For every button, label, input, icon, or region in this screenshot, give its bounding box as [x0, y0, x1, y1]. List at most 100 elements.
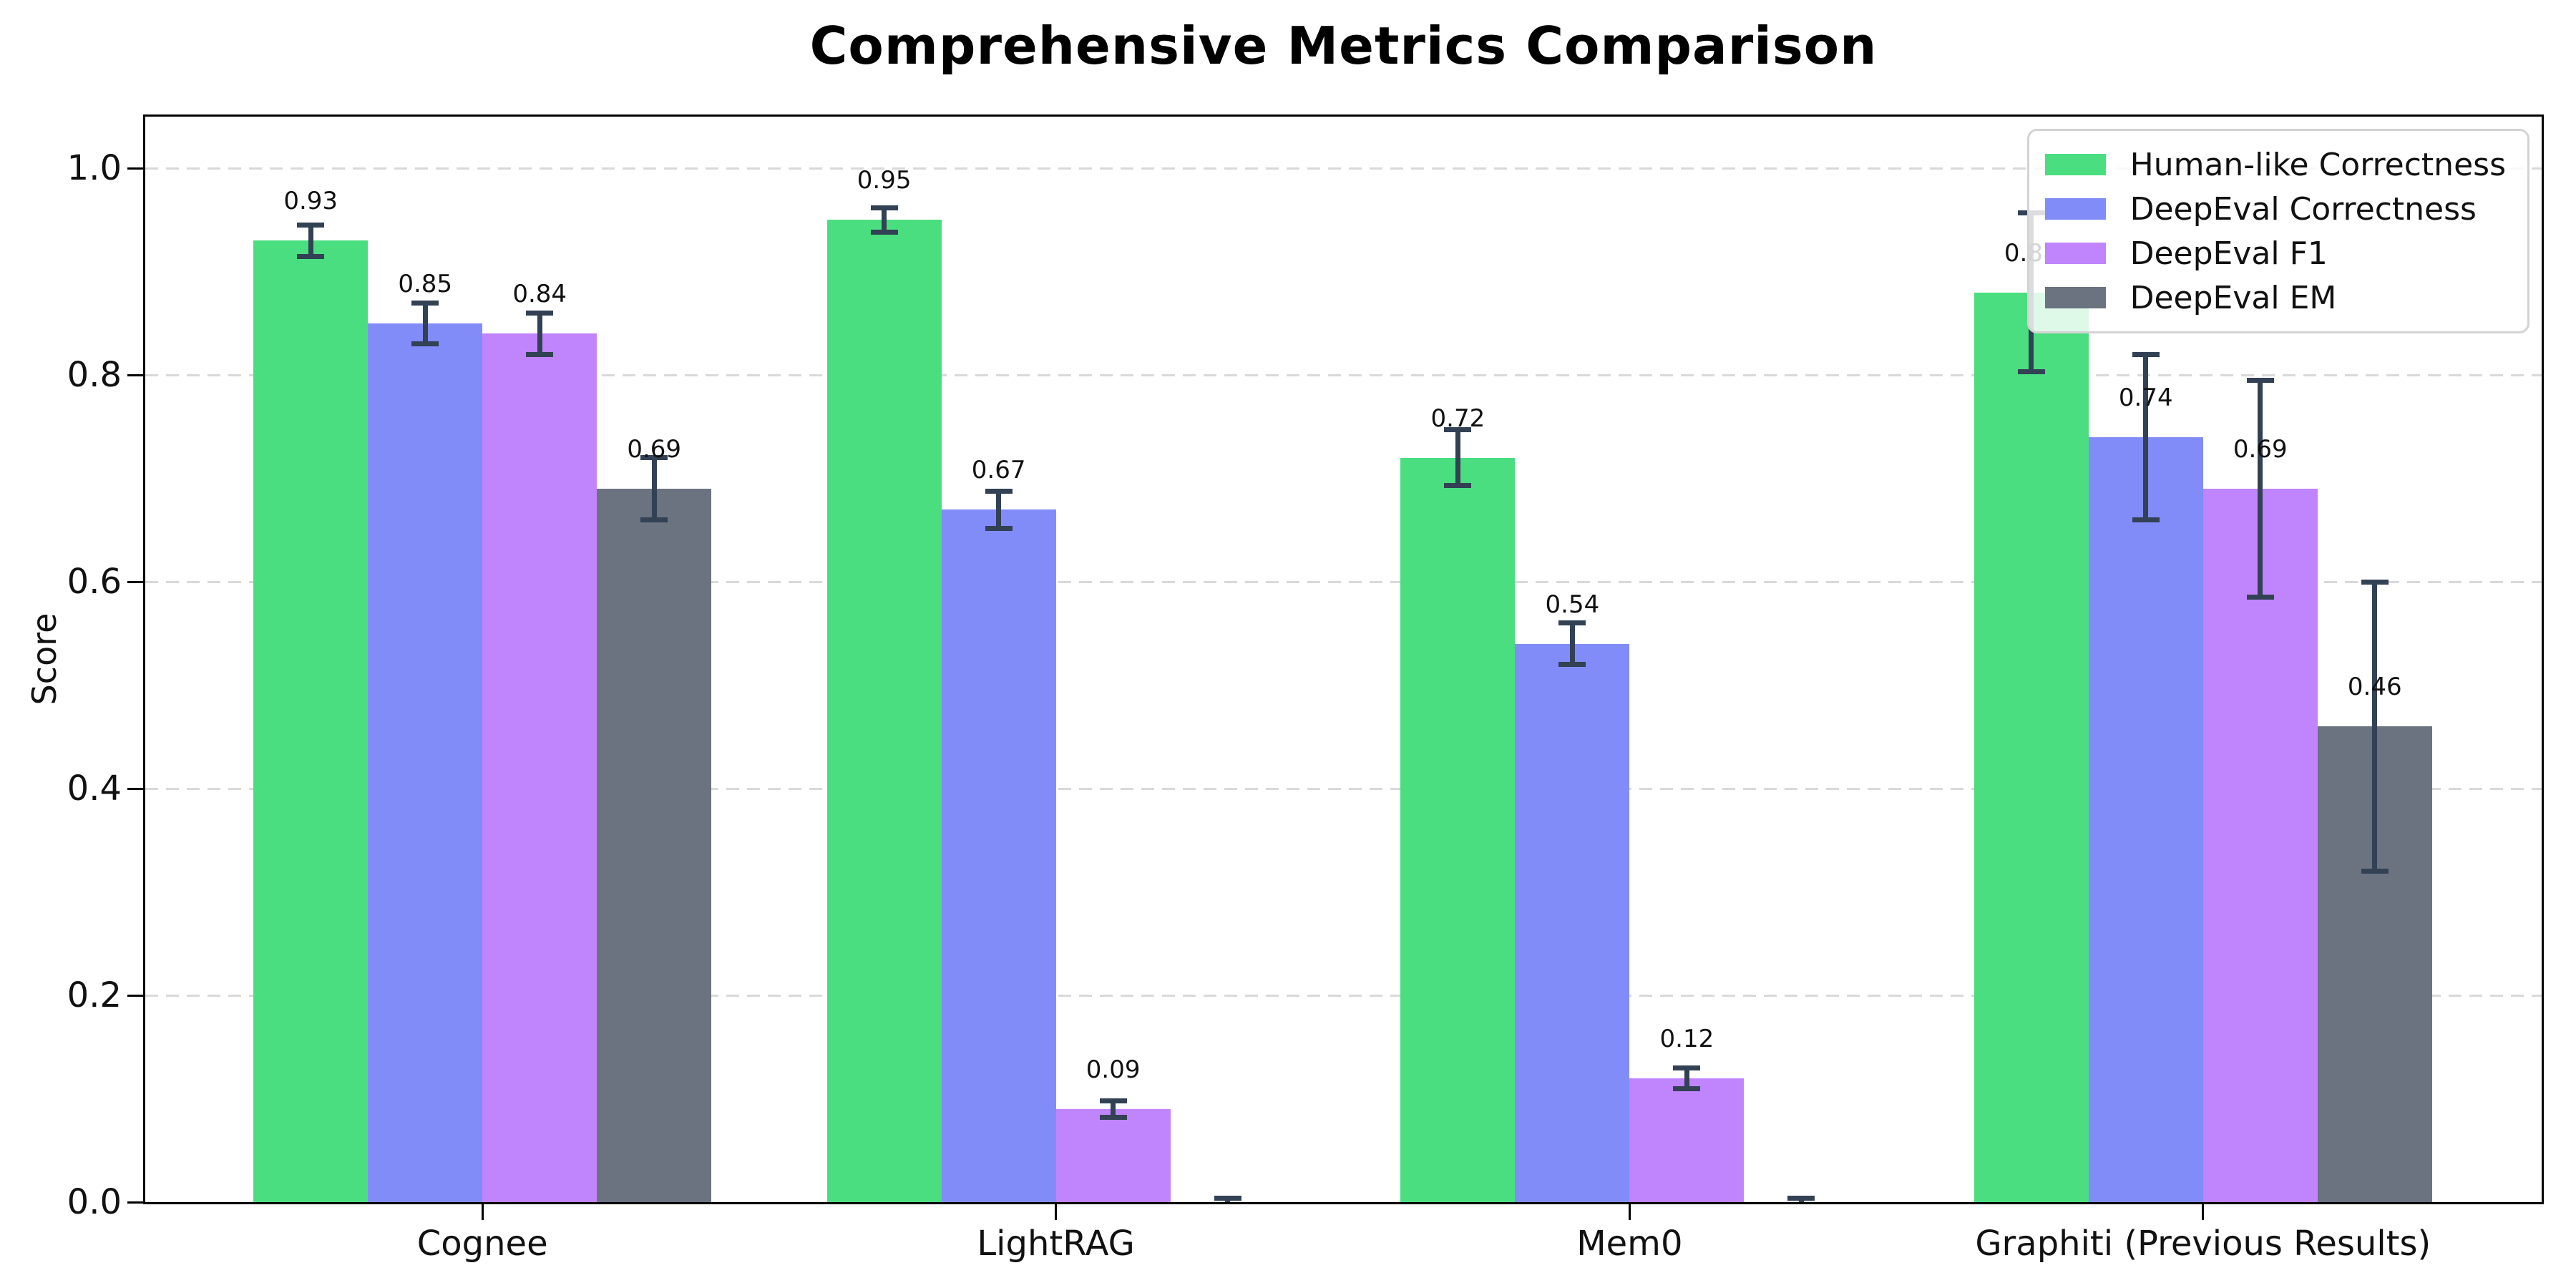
- legend-swatch-icon: [2044, 198, 2106, 220]
- bar: [826, 220, 942, 1202]
- error-bar-cap-bottom: [2361, 869, 2389, 874]
- bar-value-label: 0.09: [1085, 1055, 1141, 1084]
- bar-value-label: 0.72: [1430, 404, 1485, 433]
- x-tick-mark: [2202, 1204, 2205, 1220]
- x-tick-label: Graphiti (Previous Results): [1975, 1224, 2431, 1264]
- x-tick-mark: [1628, 1204, 1631, 1220]
- legend-item: DeepEval Correctness: [2044, 187, 2506, 231]
- x-tick-mark: [1055, 1204, 1058, 1220]
- bar: [1629, 1078, 1745, 1202]
- bar: [1055, 1108, 1171, 1202]
- error-bar-line: [1111, 1101, 1116, 1118]
- error-bar-line: [2258, 380, 2263, 597]
- legend-item: Human-like Correctness: [2044, 142, 2506, 187]
- error-bar-line: [422, 303, 428, 344]
- error-bar-line: [1455, 429, 1460, 486]
- error-bar-line: [2143, 354, 2149, 520]
- error-bar-cap-bottom: [297, 253, 325, 259]
- error-bar-line: [537, 313, 542, 355]
- bar: [1515, 643, 1630, 1202]
- error-bar-cap-top: [526, 311, 554, 316]
- error-bar-cap-top: [411, 300, 439, 306]
- y-tick-mark: [127, 374, 143, 376]
- error-bar-cap-top: [297, 223, 325, 228]
- bar-value-label: 0.93: [283, 187, 338, 216]
- legend: Human-like Correctness DeepEval Correctne…: [2026, 129, 2529, 333]
- error-bar-cap-top: [640, 455, 668, 461]
- y-tick-mark: [127, 580, 143, 583]
- error-bar-line: [1569, 623, 1575, 665]
- bar: [2088, 436, 2203, 1202]
- legend-item: DeepEval EM: [2044, 275, 2506, 320]
- error-bar-cap-bottom: [411, 341, 439, 347]
- bar: [368, 323, 483, 1202]
- bar-value-label: 0.67: [971, 456, 1026, 484]
- legend-item: DeepEval F1: [2044, 231, 2506, 275]
- y-tick-mark: [127, 1201, 143, 1204]
- error-bar-line: [308, 225, 313, 257]
- bar-value-label: 0.54: [1545, 590, 1600, 619]
- legend-label: DeepEval Correctness: [2129, 190, 2477, 228]
- error-bar-cap-top: [1558, 620, 1586, 626]
- error-bar-cap-bottom: [2246, 595, 2274, 600]
- legend-label: DeepEval F1: [2129, 235, 2328, 272]
- bar-value-label: 0.85: [398, 269, 453, 298]
- y-tick-label: 1.0: [67, 148, 122, 189]
- error-bar-cap-bottom: [526, 351, 554, 357]
- bar: [941, 509, 1056, 1202]
- gridline: [145, 787, 2542, 790]
- error-bar-cap-bottom: [1444, 483, 1472, 489]
- x-tick-label: Mem0: [1576, 1224, 1683, 1264]
- error-bar-cap-top: [1787, 1195, 1815, 1201]
- bar-value-label: 0.84: [512, 280, 567, 309]
- y-tick-mark: [127, 994, 143, 997]
- error-bar-cap-top: [2246, 377, 2274, 383]
- bar-value-label: 0.74: [2118, 383, 2173, 412]
- error-bar-cap-top: [870, 205, 898, 210]
- y-tick-mark: [127, 167, 143, 170]
- error-bar-cap-bottom: [1099, 1115, 1127, 1121]
- bar-value-label: 0.69: [627, 435, 682, 464]
- error-bar-cap-top: [1214, 1195, 1241, 1201]
- legend-label: Human-like Correctness: [2129, 146, 2506, 183]
- y-tick-label: 0.8: [67, 355, 122, 396]
- x-tick-mark: [481, 1204, 484, 1220]
- y-axis-label: Score: [25, 613, 64, 706]
- bar-value-label: 0.12: [1659, 1024, 1714, 1053]
- error-bar-cap-top: [2132, 351, 2160, 357]
- y-tick-label: 0.0: [67, 1182, 122, 1222]
- error-bar-line: [651, 457, 657, 520]
- gridline: [145, 167, 2542, 170]
- bar-value-label: 0.95: [857, 166, 912, 195]
- error-bar-cap-bottom: [2132, 517, 2160, 522]
- error-bar-cap-bottom: [1673, 1085, 1701, 1091]
- y-tick-label: 0.6: [67, 562, 122, 602]
- y-tick-mark: [127, 787, 143, 790]
- bar-value-label: 0.69: [2233, 435, 2288, 464]
- x-tick-label: LightRAG: [977, 1224, 1135, 1264]
- bar: [597, 489, 712, 1202]
- bar: [1400, 457, 1516, 1202]
- legend-swatch-icon: [2044, 243, 2106, 264]
- legend-label: DeepEval EM: [2129, 279, 2337, 316]
- bar: [1974, 292, 2089, 1202]
- legend-swatch-icon: [2044, 287, 2106, 308]
- y-tick-label: 0.4: [67, 769, 122, 809]
- chart-title: Comprehensive Metrics Comparison: [809, 16, 1878, 76]
- error-bar-cap-bottom: [1558, 662, 1586, 668]
- error-bar-cap-bottom: [985, 525, 1013, 531]
- error-bar-cap-bottom: [640, 517, 668, 522]
- bar: [2202, 489, 2318, 1202]
- legend-swatch-icon: [2044, 154, 2106, 175]
- x-tick-label: Cognee: [416, 1224, 548, 1264]
- gridline: [145, 374, 2542, 376]
- plot-area: 0.930.950.720.880.850.670.540.740.840.09…: [143, 114, 2544, 1204]
- error-bar-cap-top: [985, 488, 1013, 494]
- error-bar-line: [1684, 1068, 1689, 1089]
- bar-value-label: 0.46: [2347, 673, 2402, 702]
- gridline: [145, 580, 2542, 583]
- bar: [253, 240, 369, 1202]
- error-bar-cap-bottom: [870, 230, 898, 235]
- error-bar-line: [2372, 582, 2378, 872]
